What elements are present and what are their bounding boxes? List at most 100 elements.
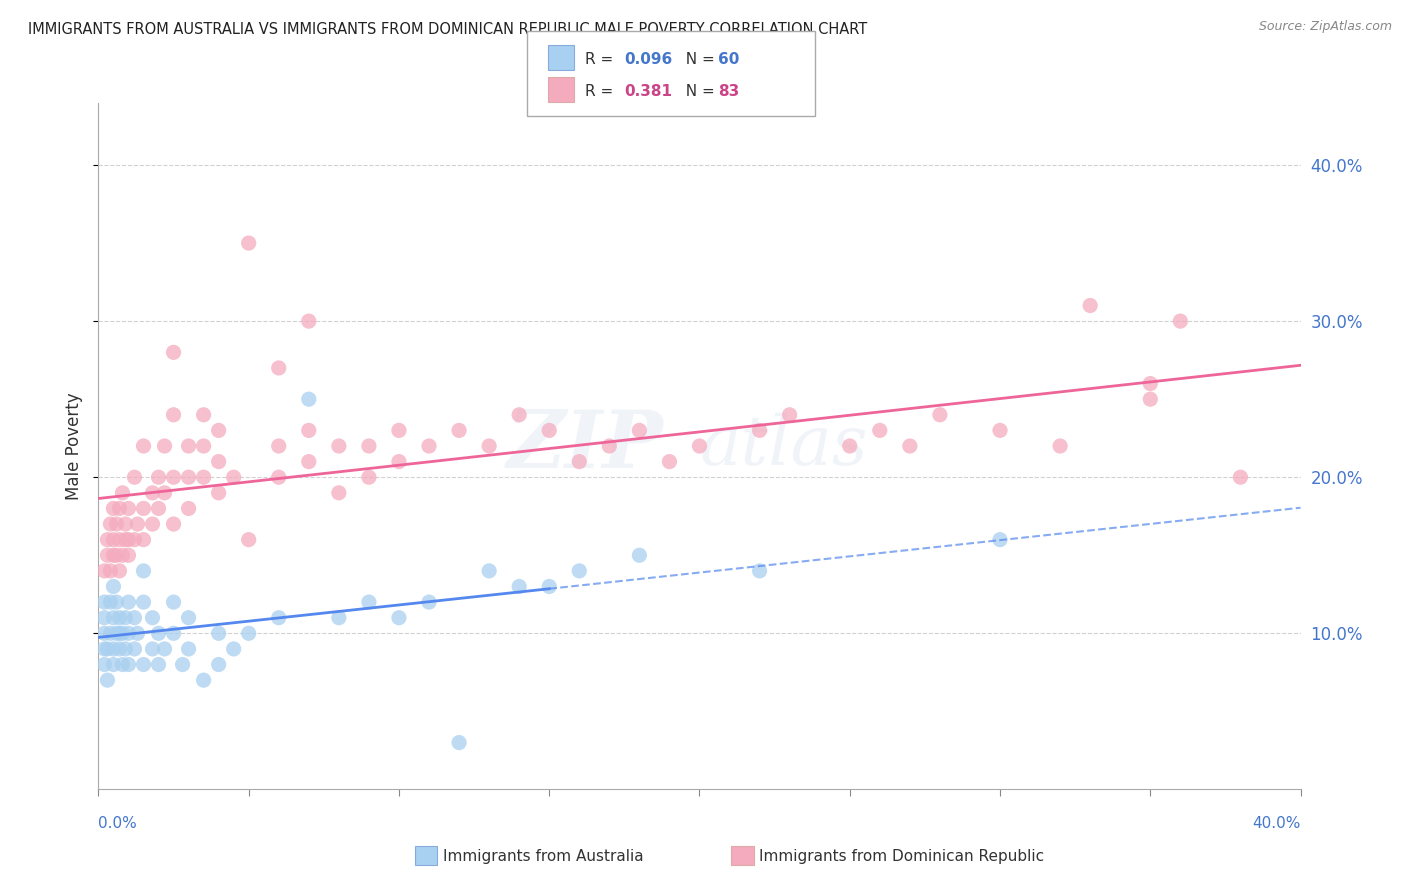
Point xyxy=(267,470,290,484)
Point xyxy=(132,595,155,609)
Point xyxy=(108,501,131,516)
Point xyxy=(388,424,411,438)
Point xyxy=(838,439,860,453)
Point xyxy=(153,642,176,657)
Point xyxy=(108,642,131,657)
Point xyxy=(111,548,134,563)
Point xyxy=(267,360,290,375)
Point xyxy=(93,595,115,609)
Point xyxy=(478,564,501,578)
Point xyxy=(447,424,470,438)
Point xyxy=(658,455,681,469)
Point xyxy=(328,439,350,453)
Point xyxy=(108,626,131,640)
Point xyxy=(103,533,125,547)
Point xyxy=(103,501,125,516)
Point xyxy=(114,610,136,624)
Point xyxy=(508,580,530,594)
Point xyxy=(127,626,149,640)
Point xyxy=(162,517,184,532)
Text: ZIP: ZIP xyxy=(506,408,664,484)
Point xyxy=(162,470,184,484)
Point xyxy=(238,236,260,251)
Point xyxy=(105,595,128,609)
Point xyxy=(238,626,260,640)
Point xyxy=(93,642,115,657)
Point xyxy=(132,501,155,516)
Point xyxy=(100,626,122,640)
Point xyxy=(193,439,215,453)
Point xyxy=(222,470,245,484)
Point xyxy=(108,610,131,624)
Point xyxy=(1139,376,1161,391)
Point xyxy=(1139,392,1161,407)
Point xyxy=(93,610,115,624)
Point xyxy=(105,548,128,563)
Point xyxy=(117,657,139,672)
Point xyxy=(388,455,411,469)
Point xyxy=(114,517,136,532)
Point xyxy=(898,439,921,453)
Point xyxy=(208,424,231,438)
Point xyxy=(193,673,215,687)
Point xyxy=(93,657,115,672)
Point xyxy=(127,517,149,532)
Point xyxy=(357,439,380,453)
Point xyxy=(124,470,146,484)
Point xyxy=(124,610,146,624)
Point xyxy=(100,564,122,578)
Point xyxy=(141,610,163,624)
Point xyxy=(108,564,131,578)
Point xyxy=(111,657,134,672)
Y-axis label: Male Poverty: Male Poverty xyxy=(65,392,83,500)
Text: 60: 60 xyxy=(718,52,740,67)
Text: Immigrants from Australia: Immigrants from Australia xyxy=(443,849,644,863)
Point xyxy=(162,408,184,422)
Point xyxy=(103,642,125,657)
Point xyxy=(103,657,125,672)
Point xyxy=(132,533,155,547)
Point xyxy=(96,548,118,563)
Point xyxy=(447,735,470,749)
Point xyxy=(93,626,115,640)
Point xyxy=(117,501,139,516)
Text: R =: R = xyxy=(585,52,619,67)
Point xyxy=(1078,298,1101,313)
Point xyxy=(748,564,770,578)
Point xyxy=(988,533,1011,547)
Point xyxy=(177,439,200,453)
Point xyxy=(111,485,134,500)
Point xyxy=(124,642,146,657)
Point xyxy=(628,548,651,563)
Point xyxy=(117,595,139,609)
Point xyxy=(208,626,231,640)
Point xyxy=(748,424,770,438)
Point xyxy=(111,626,134,640)
Point xyxy=(689,439,711,453)
Point xyxy=(418,439,440,453)
Point xyxy=(568,564,591,578)
Point xyxy=(238,533,260,547)
Point xyxy=(103,580,125,594)
Point xyxy=(222,642,245,657)
Point xyxy=(177,470,200,484)
Point xyxy=(114,533,136,547)
Point xyxy=(117,548,139,563)
Point xyxy=(538,580,561,594)
Text: 0.096: 0.096 xyxy=(624,52,672,67)
Point xyxy=(177,642,200,657)
Point xyxy=(162,345,184,359)
Point xyxy=(153,439,176,453)
Point xyxy=(1170,314,1192,328)
Point xyxy=(117,626,139,640)
Point xyxy=(124,533,146,547)
Point xyxy=(357,470,380,484)
Point xyxy=(388,610,411,624)
Text: 0.0%: 0.0% xyxy=(98,816,138,830)
Text: R =: R = xyxy=(585,84,619,98)
Point xyxy=(357,595,380,609)
Point xyxy=(193,470,215,484)
Point xyxy=(162,626,184,640)
Point xyxy=(162,595,184,609)
Point xyxy=(568,455,591,469)
